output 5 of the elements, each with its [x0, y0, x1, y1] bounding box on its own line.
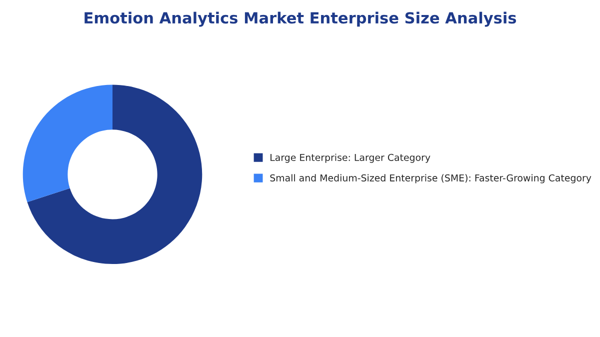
legend-label: Large Enterprise: Larger Category: [270, 154, 430, 163]
donut-slice: [22, 84, 112, 202]
legend-label: Small and Medium-Sized Enterprise (SME): Faster-Growing Category: [270, 174, 592, 184]
chart-title: Emotion Analytics Market Enterprise Size Analysis: [84, 12, 516, 27]
donut-slice: [27, 84, 202, 264]
